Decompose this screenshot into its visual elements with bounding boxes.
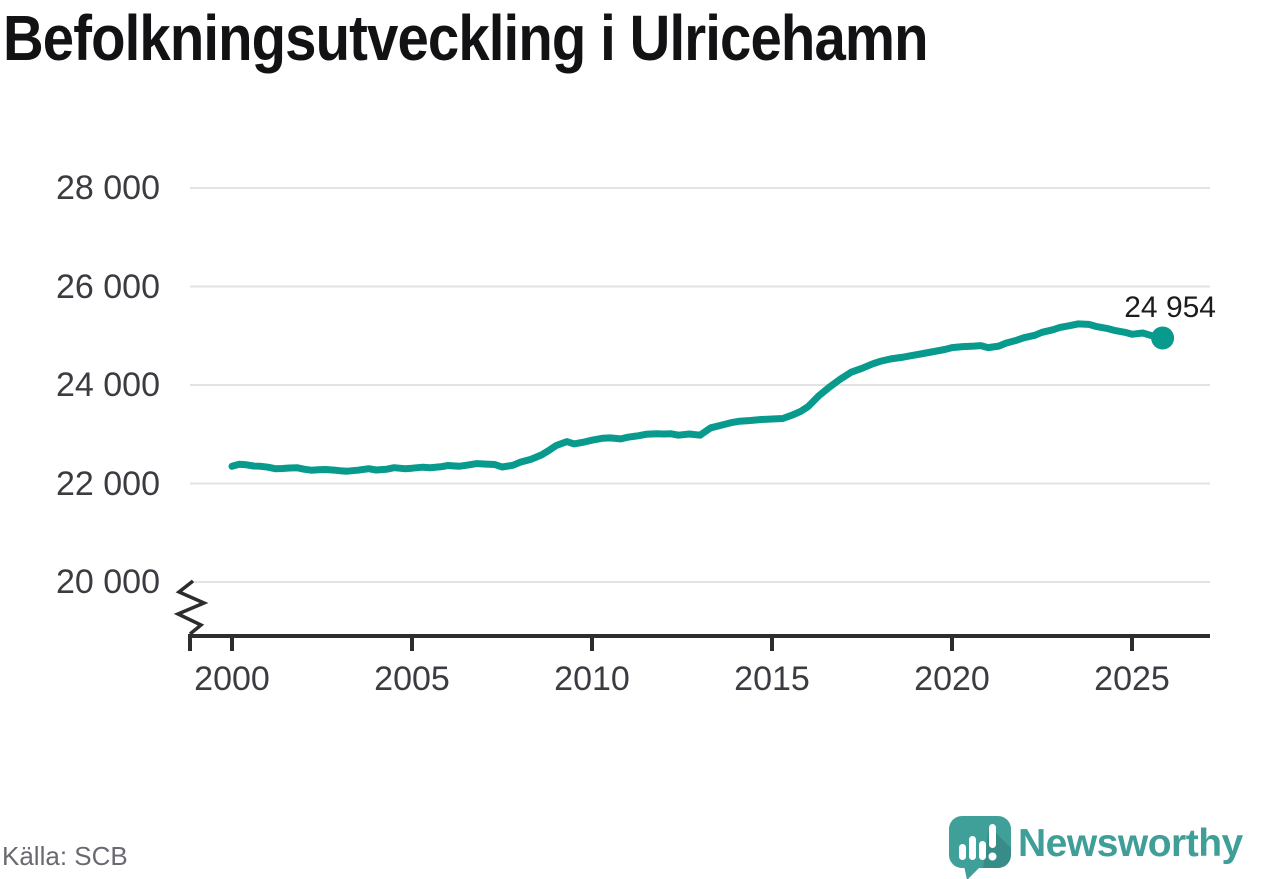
x-tick-label: 2025 (1094, 660, 1170, 698)
y-tick-label: 24 000 (56, 366, 160, 404)
chart-title: Befolkningsutveckling i Ulricehamn (3, 2, 928, 74)
axis-break-zigzag (173, 579, 209, 636)
x-tick-label: 2005 (374, 660, 450, 698)
population-line (228, 320, 1167, 475)
y-tick-label: 22 000 (56, 465, 160, 503)
source-label: Källa: SCB (2, 841, 128, 871)
x-tick-label: 2000 (194, 660, 270, 698)
y-tick-label: 26 000 (56, 268, 160, 306)
newsworthy-logo-icon (949, 816, 1011, 879)
y-tick-label: 28 000 (56, 169, 160, 207)
series-end-dot (1151, 326, 1175, 350)
x-tick-label: 2015 (734, 660, 810, 698)
x-tick-label: 2020 (914, 660, 990, 698)
x-tick-label: 2010 (554, 660, 630, 698)
end-value-label: 24 954 (1124, 291, 1216, 324)
y-tick-label: 20 000 (56, 563, 160, 601)
newsworthy-logo-text: Newsworthy (1018, 822, 1243, 865)
